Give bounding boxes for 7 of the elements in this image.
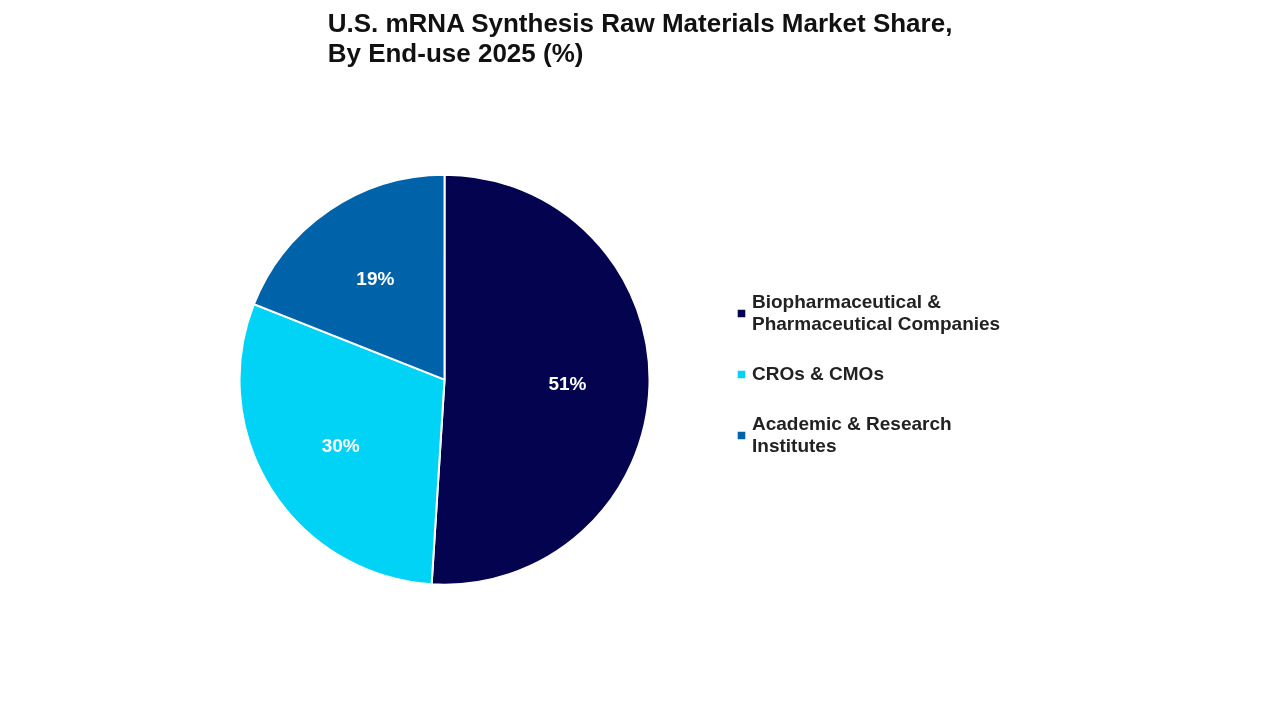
- legend-label: Academic & Research Institutes: [752, 413, 952, 457]
- chart-title: U.S. mRNA Synthesis Raw Materials Market Share, By End-use 2025 (%): [327, 7, 953, 68]
- legend-label: CROs & CMOs: [752, 363, 884, 385]
- legend-label: Biopharmaceutical & Pharmaceutical Companies: [752, 291, 1001, 335]
- data-label: 30%: [321, 435, 360, 456]
- data-label: 19%: [356, 267, 395, 289]
- data-label: 51%: [548, 373, 587, 395]
